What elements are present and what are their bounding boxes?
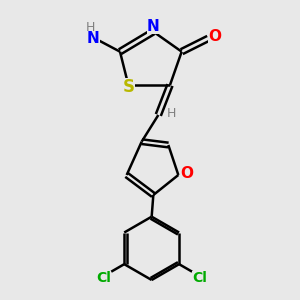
Text: N: N bbox=[87, 31, 100, 46]
Text: Cl: Cl bbox=[192, 271, 207, 285]
Text: O: O bbox=[180, 166, 193, 181]
Text: S: S bbox=[122, 78, 134, 96]
Text: H: H bbox=[167, 107, 176, 120]
Text: O: O bbox=[208, 29, 221, 44]
Text: H: H bbox=[85, 21, 95, 34]
Text: Cl: Cl bbox=[97, 271, 111, 285]
Text: N: N bbox=[147, 19, 160, 34]
